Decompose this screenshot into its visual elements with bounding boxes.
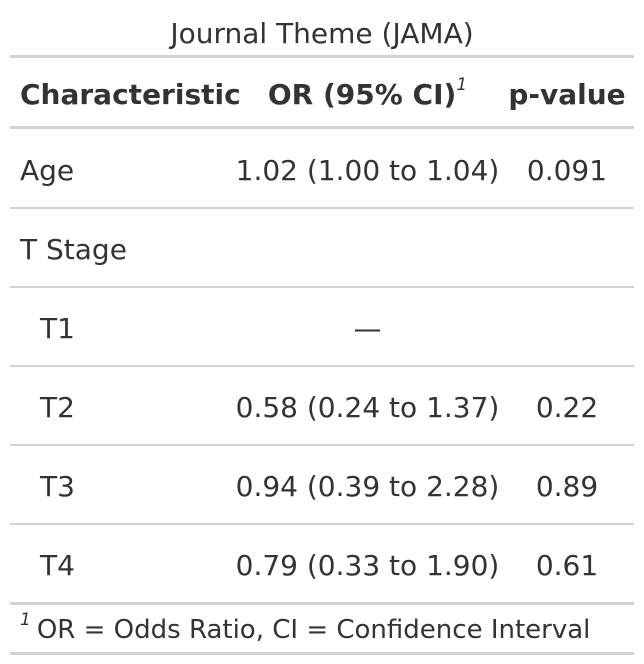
row-label: T1 bbox=[40, 312, 75, 345]
column-header-characteristic: Characteristic bbox=[20, 78, 241, 111]
table-row: T2 0.58 (0.24 to 1.37) 0.22 bbox=[10, 370, 634, 446]
table-row: T1 — bbox=[10, 291, 634, 367]
row-or: — bbox=[353, 312, 382, 345]
table-row: Age 1.02 (1.00 to 1.04) 0.091 bbox=[10, 133, 634, 209]
table-row: T4 0.79 (0.33 to 1.90) 0.61 bbox=[10, 528, 634, 604]
header-rule bbox=[10, 126, 634, 129]
footnote-text: OR = Odds Ratio, CI = Confidence Interva… bbox=[36, 615, 591, 645]
table-row: T3 0.94 (0.39 to 2.28) 0.89 bbox=[10, 449, 634, 525]
bottom-rule bbox=[10, 602, 634, 605]
row-label: T3 bbox=[40, 470, 75, 503]
row-p-value: 0.091 bbox=[526, 154, 608, 187]
row-divider bbox=[10, 444, 634, 446]
row-divider bbox=[10, 207, 634, 209]
row-p-value: 0.22 bbox=[535, 391, 599, 424]
row-p-value bbox=[500, 212, 634, 288]
header-row: Characteristic OR (95% CI)1 p-value bbox=[10, 57, 634, 133]
table-footnote: 1 OR = Odds Ratio, CI = Confidence Interv… bbox=[20, 610, 591, 648]
row-divider bbox=[10, 286, 634, 288]
row-or bbox=[235, 212, 500, 288]
row-label: T4 bbox=[40, 549, 75, 582]
footnote-marker: 1 bbox=[20, 610, 31, 630]
row-label: Age bbox=[20, 154, 75, 187]
row-or: 0.79 (0.33 to 1.90) bbox=[235, 549, 500, 582]
column-header-or-label: OR (95% CI) bbox=[267, 78, 457, 111]
row-p-value bbox=[500, 291, 634, 367]
row-p-value: 0.61 bbox=[535, 549, 599, 582]
row-or: 0.94 (0.39 to 2.28) bbox=[235, 470, 500, 503]
row-or: 1.02 (1.00 to 1.04) bbox=[235, 154, 500, 187]
column-header-or: OR (95% CI)1 bbox=[235, 57, 500, 133]
row-divider bbox=[10, 365, 634, 367]
row-label: T Stage bbox=[20, 233, 127, 266]
table-title: Journal Theme (JAMA) bbox=[170, 17, 474, 50]
row-p-value: 0.89 bbox=[535, 470, 599, 503]
column-header-p-value: p-value bbox=[508, 78, 626, 111]
footer-rule bbox=[10, 652, 634, 655]
row-or: 0.58 (0.24 to 1.37) bbox=[235, 391, 500, 424]
table-row: T Stage bbox=[10, 212, 634, 288]
top-rule bbox=[10, 55, 634, 58]
row-divider bbox=[10, 523, 634, 525]
row-label: T2 bbox=[40, 391, 75, 424]
footnote-marker: 1 bbox=[456, 75, 468, 95]
